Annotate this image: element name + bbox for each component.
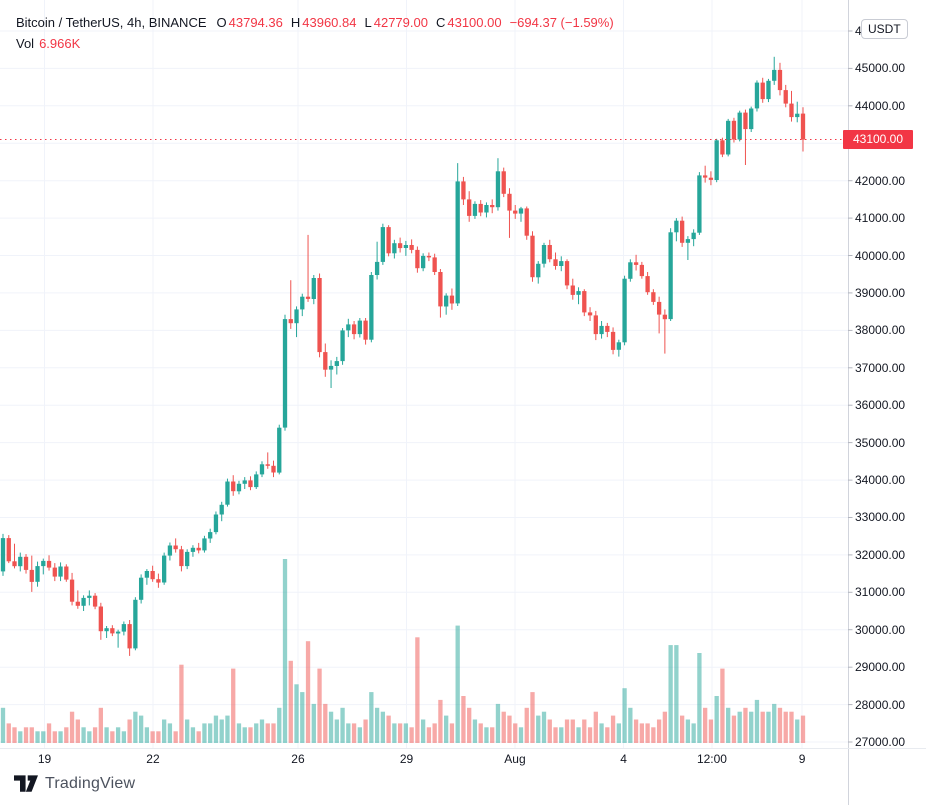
symbol-title[interactable]: Bitcoin / TetherUS, 4h, BINANCE [16,15,207,30]
price-tick-label: 27000.00 [855,735,906,749]
tradingview-icon [14,775,38,792]
open-label: O [216,15,227,30]
price-tick-dashes [848,30,853,743]
price-tick-label: 34000.00 [855,473,906,488]
last-price-badge: 43100.00 [843,130,913,149]
low-value: 42779.00 [373,15,428,30]
close-label: C [435,15,446,30]
currency-badge[interactable]: USDT [861,19,908,39]
time-tick-label: 26 [291,752,305,766]
price-tick-label: 29000.00 [855,660,906,675]
price-tick-label: 30000.00 [855,622,906,637]
price-tick-label: 41000.00 [855,211,906,226]
price-tick-label: 42000.00 [855,173,906,188]
horizontal-gridlines [0,30,848,743]
high-label: H [290,15,301,30]
volume-bars [0,559,806,743]
time-axis[interactable]: 19 22 26 29 Aug 4 12:00 9 [0,748,848,774]
tradingview-brand-text: TradingView [45,775,136,792]
open-value: 43794.36 [228,15,283,30]
volume-label: Vol [16,36,35,51]
price-tick-label: 35000.00 [855,435,906,450]
price-tick-label: 44000.00 [855,98,906,113]
time-tick-label: 22 [146,752,160,766]
time-tick-label: 4 [620,752,627,766]
price-tick-label: 38000.00 [855,323,906,338]
price-tick-label: 39000.00 [855,285,906,300]
price-tick-label: 28000.00 [855,697,906,712]
time-tick-label: 12:00 [696,752,727,766]
price-tick-label: 36000.00 [855,398,906,413]
low-label: L [364,15,372,30]
legend-row-main: Bitcoin / TetherUS, 4h, BINANCE O 43794.36… [16,14,614,31]
price-tick-label: 31000.00 [855,585,906,600]
price-tick-label: 32000.00 [855,547,906,562]
volume-value: 6.966K [39,36,81,51]
price-axis[interactable]: 46000.0045000.0044000.0042000.0041000.00… [849,0,926,749]
high-value: 43960.84 [302,15,357,30]
price-tick-label: 37000.00 [855,360,906,375]
price-tick-label: 33000.00 [855,510,906,525]
close-value: 43100.00 [447,15,502,30]
time-tick-label: Aug [504,752,526,766]
price-tick-label: 45000.00 [855,61,906,76]
volume-row: Vol 6.966K [16,35,614,52]
symbol-legend: Bitcoin / TetherUS, 4h, BINANCE O 43794.36… [16,14,614,52]
time-tick-label: 29 [399,752,414,766]
time-tick-label: 19 [37,752,52,766]
price-tick-label: 40000.00 [855,248,906,263]
time-tick-label: 9 [798,752,806,766]
candles [0,56,806,656]
vertical-gridlines [44,0,803,748]
change-value: −694.37 (−1.59%) [509,15,614,30]
tradingview-logo[interactable]: TradingView [14,775,135,793]
